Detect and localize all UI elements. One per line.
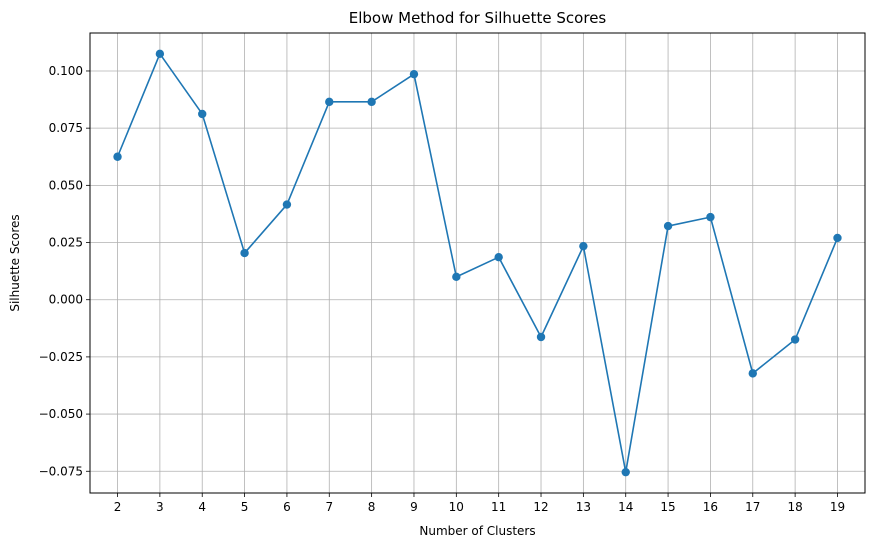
y-tick-label: 0.000 xyxy=(49,293,83,307)
data-point xyxy=(663,221,673,231)
data-point xyxy=(579,241,588,251)
x-tick-label: 15 xyxy=(660,500,675,514)
x-tick-label: 7 xyxy=(325,500,333,514)
data-point xyxy=(833,233,842,243)
data-point xyxy=(155,49,165,59)
data-point xyxy=(325,97,334,107)
x-tick-label: 12 xyxy=(533,500,548,514)
y-tick-label: 0.100 xyxy=(49,64,83,78)
series-line xyxy=(116,53,839,473)
x-tick-label: 19 xyxy=(830,500,845,514)
x-tick-label: 2 xyxy=(114,500,122,514)
data-point xyxy=(748,369,757,378)
x-tick-label: 17 xyxy=(745,500,760,514)
y-tick-label: 0.075 xyxy=(49,121,83,135)
x-tick-label: 18 xyxy=(787,500,802,514)
x-tick-label: 16 xyxy=(703,500,718,514)
data-point xyxy=(790,335,800,344)
y-tick-label: −0.075 xyxy=(39,464,83,478)
x-tick-label: 4 xyxy=(198,500,206,514)
plot-area xyxy=(90,33,865,493)
y-tick-label: −0.025 xyxy=(39,350,83,364)
y-axis-label: Silhuette Scores xyxy=(8,214,22,311)
x-tick-label: 14 xyxy=(618,500,633,514)
x-tick-label: 8 xyxy=(368,500,376,514)
grid-layer xyxy=(90,33,865,493)
data-point xyxy=(494,252,503,262)
chart-title: Elbow Method for Silhuette Scores xyxy=(349,9,607,27)
data-point xyxy=(621,467,630,477)
x-tick-label: 11 xyxy=(491,500,506,514)
y-tick-label: −0.050 xyxy=(39,407,83,421)
plot-frame xyxy=(89,32,866,494)
data-point xyxy=(282,200,292,209)
y-tick-label: 0.025 xyxy=(49,236,83,250)
x-tick-label: 10 xyxy=(449,500,464,514)
data-point xyxy=(706,212,715,222)
tick-layer: 2 3 4 5 6 7 8 9 10 11 12 13 14 15 16 17 18 19 −0.075 −0.050… xyxy=(39,64,846,514)
x-tick-label: 13 xyxy=(576,500,591,514)
data-point xyxy=(113,152,122,161)
x-axis-label: Number of Clusters xyxy=(419,524,535,538)
y-tick-label: 0.050 xyxy=(49,178,83,192)
data-point xyxy=(452,272,461,282)
series-layer xyxy=(113,49,842,477)
data-point xyxy=(240,248,249,258)
data-point xyxy=(409,69,419,79)
x-tick-label: 3 xyxy=(156,500,164,514)
x-tick-label: 6 xyxy=(283,500,291,514)
data-point xyxy=(536,332,546,342)
x-tick-label: 5 xyxy=(241,500,249,514)
x-tick-label: 9 xyxy=(410,500,418,514)
data-point xyxy=(367,97,376,107)
data-point xyxy=(198,109,207,119)
